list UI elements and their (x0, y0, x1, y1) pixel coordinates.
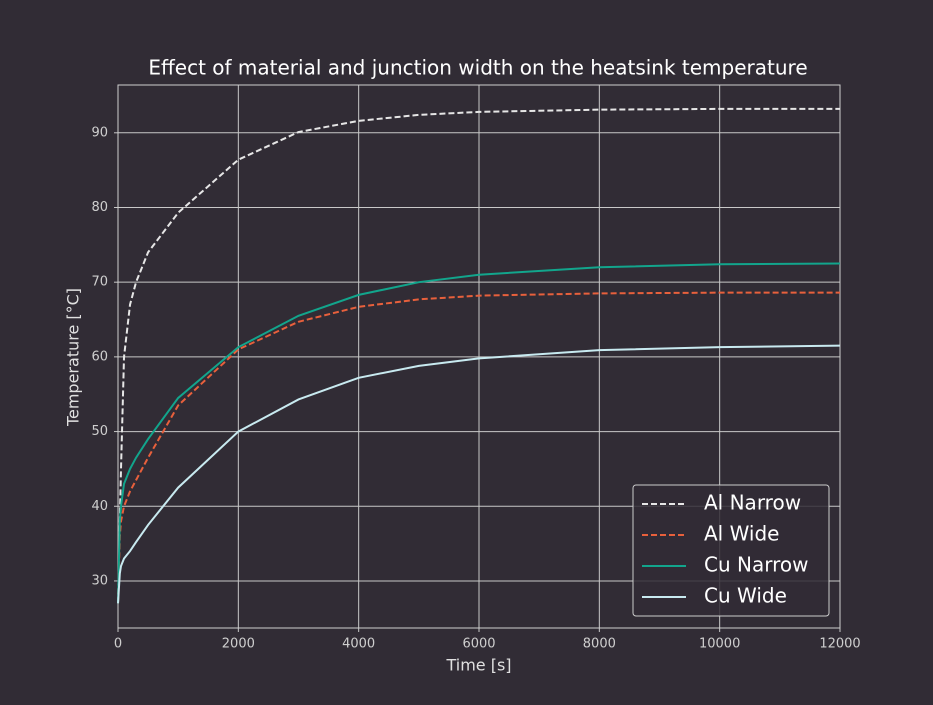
chart-title: Effect of material and junction width on… (148, 56, 807, 80)
y-axis-label: Temperature [°C] (64, 288, 83, 427)
legend-label: Cu Narrow (704, 553, 808, 577)
legend-box (632, 484, 830, 617)
x-axis-label: Time [s] (445, 656, 511, 675)
x-tick-label: 8000 (583, 637, 616, 652)
series-line (117, 262, 841, 604)
series-line (117, 344, 841, 604)
legend-label: Al Wide (704, 522, 780, 546)
x-tick-label: 10000 (699, 637, 740, 652)
legend-label: Al Narrow (704, 491, 801, 515)
legend-label: Cu Wide (704, 584, 787, 608)
x-tick-label: 4000 (342, 637, 375, 652)
y-tick-label: 70 (91, 275, 108, 290)
y-tick-label: 60 (91, 349, 108, 364)
y-tick-label: 40 (91, 499, 108, 514)
x-tick-label: 2000 (222, 637, 255, 652)
plot-frame (117, 84, 841, 629)
y-tick-label: 30 (91, 573, 108, 588)
y-tick-label: 90 (91, 125, 108, 140)
series-line (117, 291, 840, 604)
x-tick-label: 0 (114, 637, 122, 652)
series-line (117, 107, 840, 604)
y-tick-label: 80 (91, 200, 108, 215)
x-tick-label: 12000 (819, 637, 860, 652)
x-tick-label: 6000 (462, 637, 495, 652)
y-tick-label: 50 (91, 424, 108, 439)
